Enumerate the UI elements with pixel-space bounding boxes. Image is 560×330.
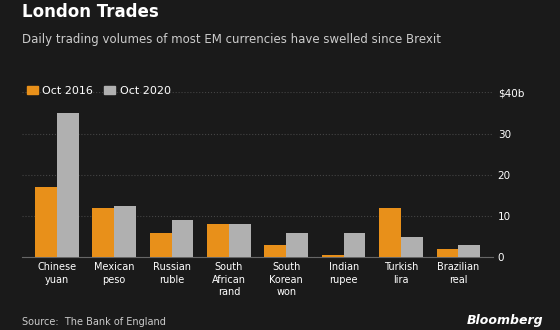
- Bar: [286, 233, 308, 257]
- Bar: [401, 237, 423, 257]
- Bar: [322, 255, 344, 257]
- Bar: [459, 245, 480, 257]
- Bar: [35, 187, 57, 257]
- Text: Daily trading volumes of most EM currencies have swelled since Brexit: Daily trading volumes of most EM currenc…: [22, 33, 441, 46]
- Bar: [437, 249, 459, 257]
- Bar: [150, 233, 171, 257]
- Text: London Trades: London Trades: [22, 3, 159, 21]
- Bar: [379, 208, 401, 257]
- Legend: Oct 2016, Oct 2020: Oct 2016, Oct 2020: [22, 82, 175, 100]
- Bar: [229, 224, 251, 257]
- Bar: [264, 245, 286, 257]
- Bar: [114, 206, 136, 257]
- Bar: [171, 220, 193, 257]
- Bar: [207, 224, 229, 257]
- Bar: [57, 113, 78, 257]
- Bar: [344, 233, 366, 257]
- Text: Source:  The Bank of England: Source: The Bank of England: [22, 317, 166, 327]
- Text: Bloomberg: Bloomberg: [466, 314, 543, 327]
- Bar: [92, 208, 114, 257]
